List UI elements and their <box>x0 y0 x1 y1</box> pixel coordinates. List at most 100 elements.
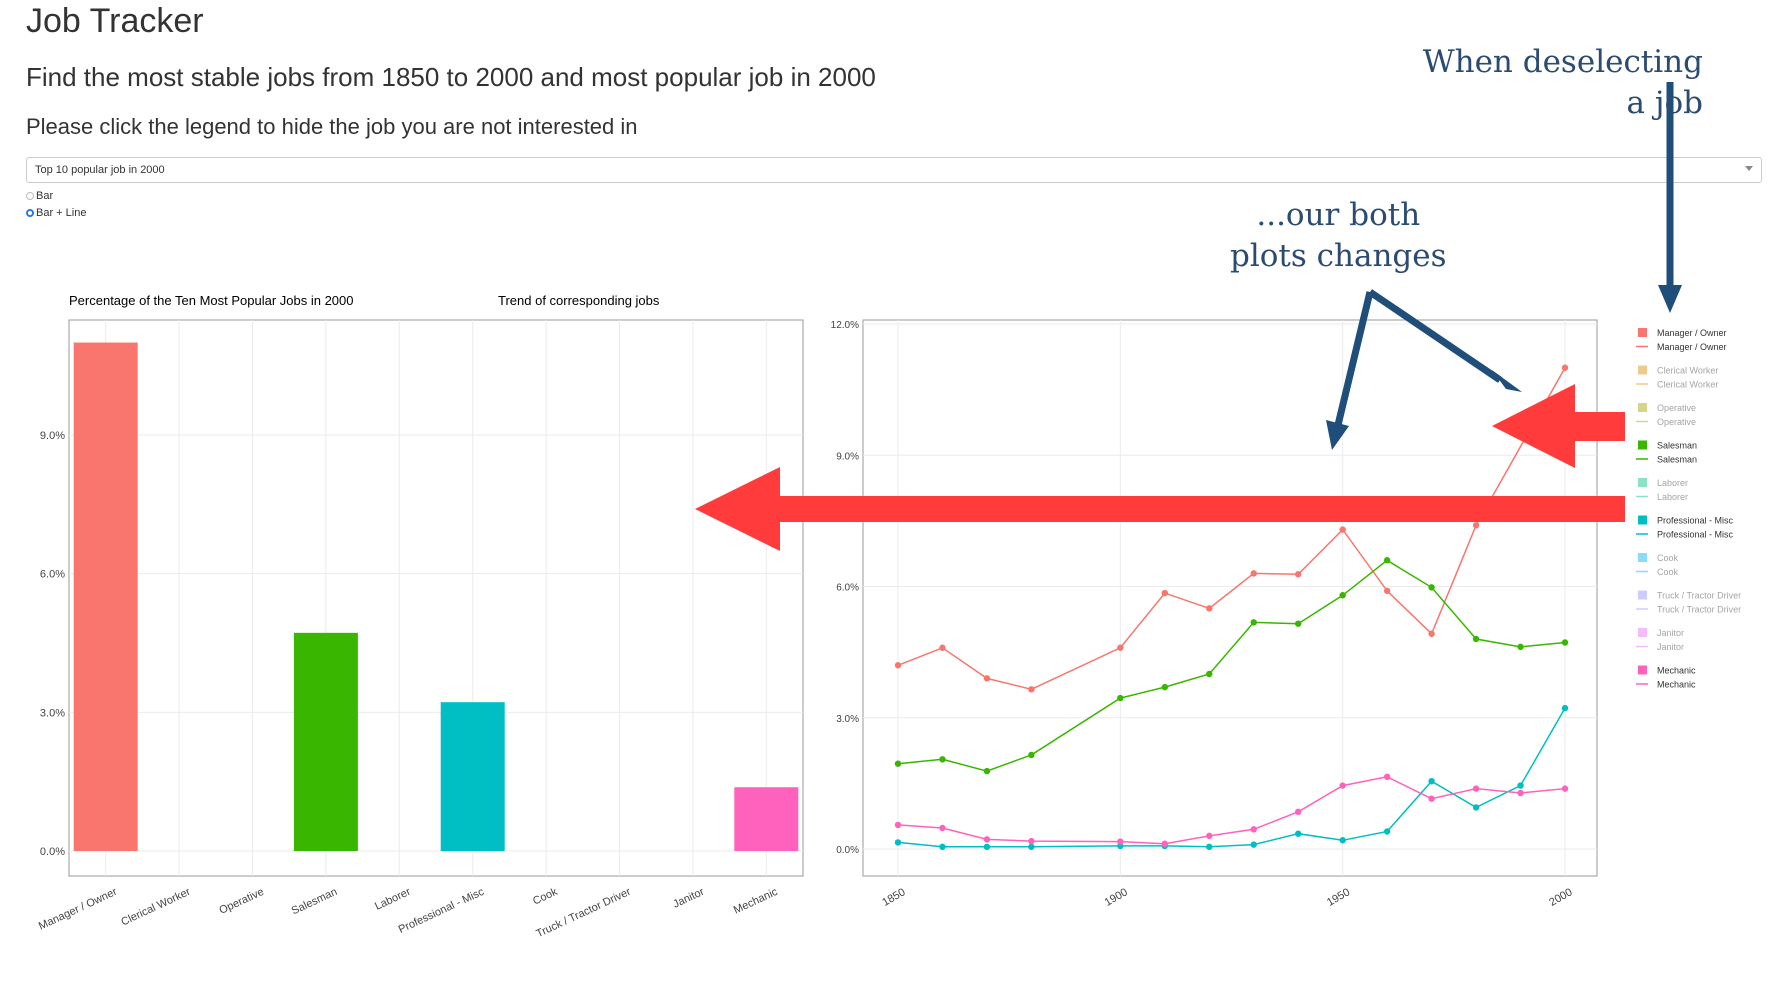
series-point-mechanic <box>1561 785 1569 792</box>
legend-item-operative[interactable]: Operative Operative <box>1636 403 1696 427</box>
bar-x-tick-label: Clerical Worker <box>119 886 192 929</box>
legend-item-janitor[interactable]: Janitor Janitor <box>1636 628 1684 652</box>
legend-line-label: Operative <box>1657 417 1696 427</box>
radio-bar-line-icon[interactable] <box>26 209 34 217</box>
series-point-manager-owner <box>1339 526 1346 533</box>
annotation-both-plots: ...our both plots changes <box>1230 195 1447 277</box>
job-category-select[interactable]: Top 10 popular job in 2000 <box>26 157 1762 183</box>
series-point-manager-owner <box>1561 364 1569 371</box>
legend-swatch <box>1638 440 1647 450</box>
series-point-mechanic <box>939 824 946 832</box>
legend-swatch <box>1638 665 1647 675</box>
instruction-text: Please click the legend to hide the job … <box>26 114 638 139</box>
bar-chart-frame <box>68 319 804 877</box>
series-point-manager-owner <box>939 644 946 651</box>
legend-item-cook[interactable]: Cook Cook <box>1636 553 1679 577</box>
legend-bar-label: Mechanic <box>1657 666 1696 676</box>
legend-swatch <box>1638 553 1647 562</box>
series-point-manager-owner <box>1383 587 1391 595</box>
legend-item-professional-misc[interactable]: Professional - Misc Professional - Misc <box>1636 515 1734 540</box>
line-chart: Trend of corresponding jobs 1850 1900 1950 2… <box>498 293 1598 909</box>
legend-item-truck-tractor-driver[interactable]: Truck / Tractor Driver Truck / Tractor Dr… <box>1636 590 1741 615</box>
series-point-salesman <box>983 767 991 775</box>
series-point-mechanic <box>1428 795 1435 802</box>
series-point-professional-misc <box>1561 704 1569 712</box>
series-point-salesman <box>1383 557 1391 564</box>
bar-manager-owner <box>73 342 138 851</box>
series-point-manager-owner <box>983 675 991 682</box>
arrow-right-head <box>1492 370 1522 392</box>
annotation-deselect: When deselecting a job <box>1423 42 1703 124</box>
legend-item-clerical-worker[interactable]: Clerical Worker Clerical Worker <box>1636 365 1718 390</box>
legend-item-laborer[interactable]: Laborer Laborer <box>1636 478 1688 502</box>
line-x-tick-label: 1950 <box>1325 886 1352 909</box>
series-point-salesman <box>939 756 946 763</box>
legend-item-mechanic[interactable]: Mechanic Mechanic <box>1636 665 1696 690</box>
line-x-tick-label: 2000 <box>1547 886 1574 909</box>
legend-bar-label: Truck / Tractor Driver <box>1657 591 1741 601</box>
series-point-salesman <box>1250 619 1257 626</box>
series-point-professional-misc <box>939 843 946 851</box>
page-subtitle: Find the most stable jobs from 1850 to 2… <box>26 62 876 92</box>
bar-x-tick-label: Salesman <box>290 886 339 918</box>
radio-option-bar-line[interactable]: Bar + Line <box>26 207 86 219</box>
legend-swatch <box>1638 403 1647 412</box>
series-point-salesman <box>894 760 902 767</box>
line-x-tick-label: 1850 <box>880 886 907 909</box>
series-point-mechanic <box>894 821 902 829</box>
chevron-down-icon[interactable] <box>1745 166 1753 171</box>
radio-bar-icon[interactable] <box>26 192 34 200</box>
bar-y-tick-label: 3.0% <box>40 707 65 719</box>
legend-bar-label: Laborer <box>1657 478 1688 488</box>
line-y-tick-label: 6.0% <box>836 583 859 594</box>
legend-item-manager-owner[interactable]: Manager / Owner Manager / Owner <box>1636 328 1727 352</box>
arrow-left-shaft <box>1334 291 1374 426</box>
legend-bar-label: Operative <box>1657 403 1696 413</box>
series-point-mechanic <box>1117 838 1124 845</box>
big-arrow-left <box>695 467 1625 551</box>
bar-x-tick-label: Cook <box>531 886 560 908</box>
legend-bar-label: Manager / Owner <box>1657 328 1727 338</box>
chart-legend: Manager / Owner Manager / Owner Clerical W… <box>1636 328 1741 690</box>
series-point-professional-misc <box>1028 843 1035 851</box>
radio-bar-line-label: Bar + Line <box>36 207 87 219</box>
series-point-professional-misc <box>1250 841 1257 848</box>
annotation-both-line1: ...our both <box>1256 197 1421 233</box>
bar-y-tick-label: 9.0% <box>40 430 65 442</box>
line-x-tick-label: 1900 <box>1103 886 1130 909</box>
bar-x-tick-label: Mechanic <box>732 886 780 917</box>
series-point-salesman <box>1517 643 1524 651</box>
legend-line-label: Mechanic <box>1657 680 1696 690</box>
series-point-mechanic <box>1383 773 1391 781</box>
legend-line-label: Salesman <box>1657 455 1697 465</box>
bar-chart-title: Percentage of the Ten Most Popular Jobs … <box>69 293 354 308</box>
legend-line-label: Clerical Worker <box>1657 380 1718 390</box>
series-point-manager-owner <box>1428 630 1435 637</box>
series-point-manager-owner <box>1117 644 1124 651</box>
bar-mechanic <box>734 787 799 851</box>
series-point-salesman <box>1117 694 1124 702</box>
bar-x-tick-label: Operative <box>217 886 265 917</box>
annotation-both-line2: plots changes <box>1230 238 1447 274</box>
series-point-mechanic <box>1339 782 1346 789</box>
series-point-professional-misc <box>1428 777 1435 785</box>
legend-item-salesman[interactable]: Salesman Salesman <box>1636 440 1697 465</box>
series-point-professional-misc <box>1206 843 1213 851</box>
series-point-professional-misc <box>1383 828 1391 835</box>
radio-bar-label: Bar <box>36 190 54 202</box>
series-point-salesman <box>1295 620 1302 627</box>
series-point-manager-owner <box>1161 589 1169 597</box>
series-point-mechanic <box>1517 789 1524 797</box>
bar-salesman <box>293 632 358 851</box>
series-point-salesman <box>1561 639 1569 646</box>
annotation-deselect-line2: a job <box>1626 85 1703 121</box>
radio-option-bar[interactable]: Bar <box>26 190 53 202</box>
series-point-mechanic <box>1206 832 1213 840</box>
series-point-professional-misc <box>983 843 991 851</box>
series-point-manager-owner <box>1206 605 1213 612</box>
series-point-mechanic <box>1028 837 1035 845</box>
legend-bar-label: Clerical Worker <box>1657 366 1718 376</box>
line-y-tick-label: 3.0% <box>836 714 859 725</box>
arrow-left-head <box>1326 420 1349 450</box>
series-point-mechanic <box>1295 808 1302 816</box>
